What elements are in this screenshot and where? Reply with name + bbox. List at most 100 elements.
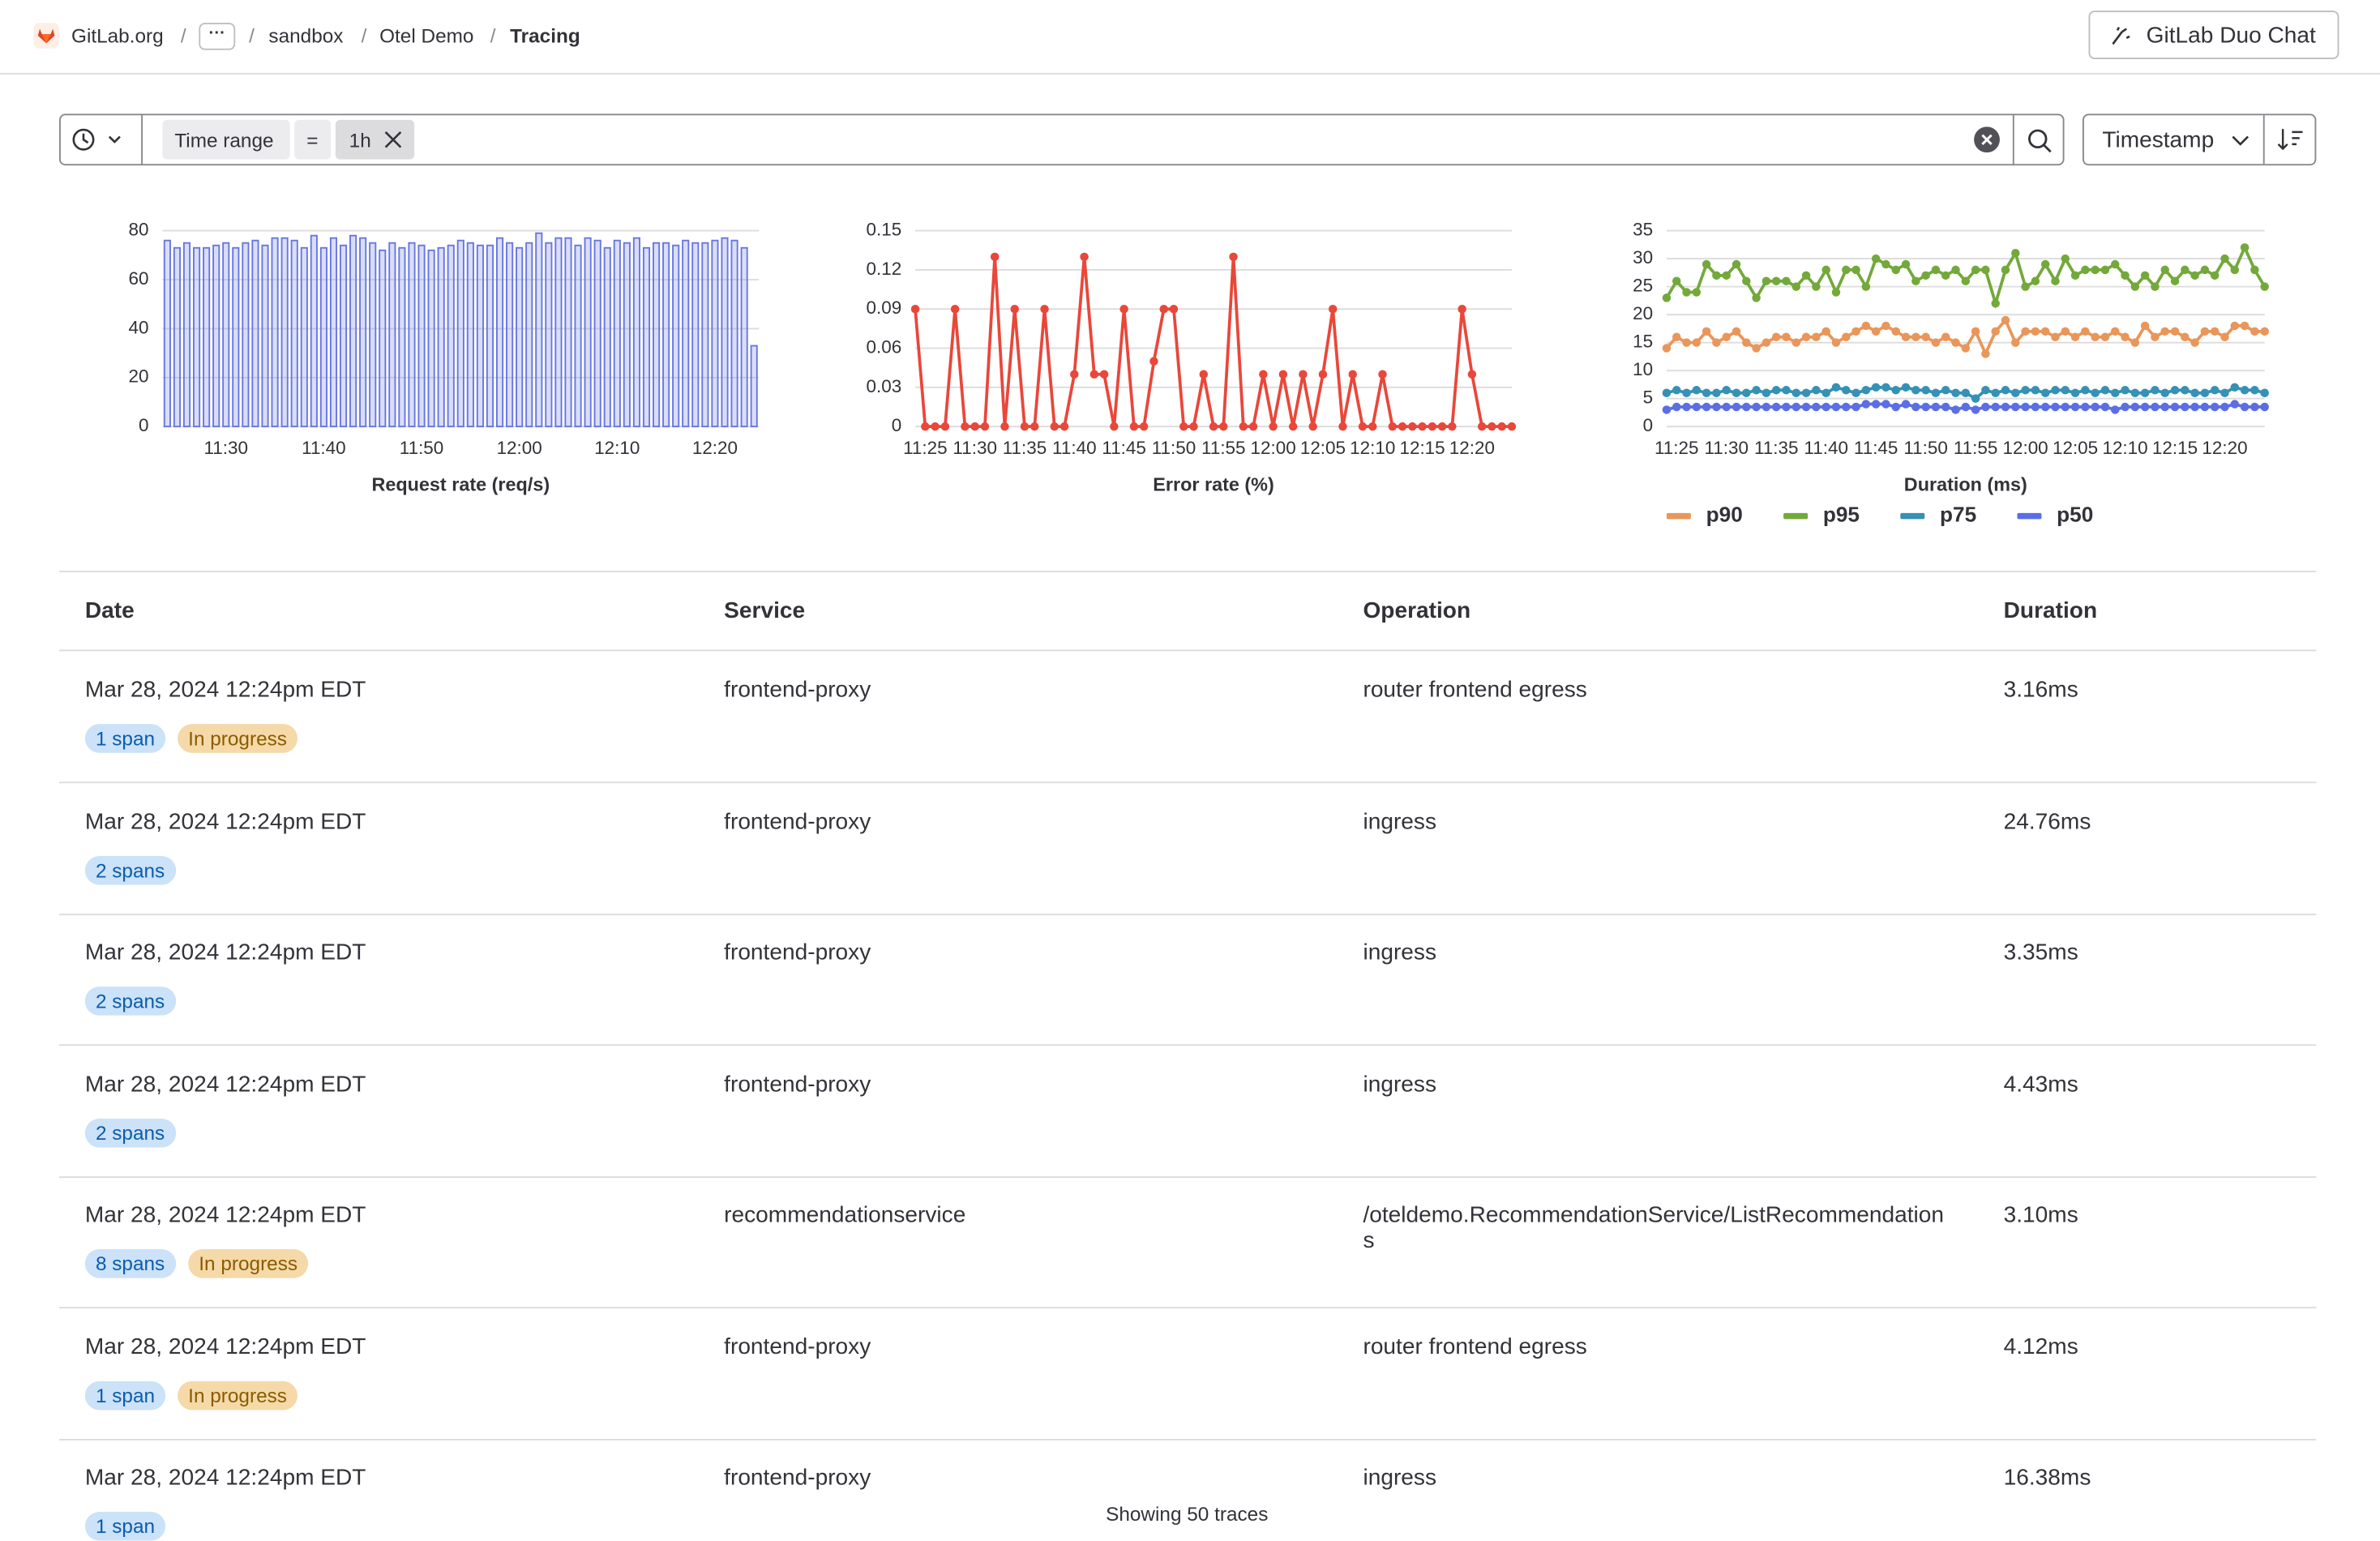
row-border (59, 913, 2317, 915)
point (2151, 282, 2160, 291)
sort-field[interactable]: Timestamp (2102, 127, 2215, 154)
point (2230, 321, 2240, 331)
point (1278, 370, 1288, 379)
cell-service: frontend-proxy (724, 1071, 871, 1097)
bar (261, 244, 269, 428)
y-tick-label: 20 (129, 366, 149, 387)
span-count-badge: 1 span (84, 1380, 166, 1410)
row-border (59, 1438, 2317, 1440)
point (1159, 304, 1168, 314)
separator: / (490, 24, 496, 48)
token-name: Time range (174, 129, 274, 152)
point (1961, 276, 1971, 285)
point (1731, 402, 1741, 412)
bar (525, 242, 533, 428)
point (1199, 370, 1209, 379)
point (1821, 388, 1830, 397)
point (1497, 422, 1506, 431)
y-tick-label: 0.12 (867, 259, 902, 279)
point (1901, 400, 1911, 409)
point (1229, 252, 1238, 262)
x-tick-label: 11:50 (400, 438, 444, 458)
point (2230, 400, 2240, 409)
cell-date[interactable]: Mar 28, 2024 12:24pm EDT (84, 1071, 366, 1097)
point (2070, 388, 2080, 397)
point (1791, 338, 1801, 347)
cell-duration: 3.10ms (2003, 1201, 2078, 1228)
point (1951, 338, 1960, 347)
bar (672, 244, 680, 428)
search-button[interactable] (2027, 127, 2054, 155)
cell-date[interactable]: Mar 28, 2024 12:24pm EDT (84, 940, 366, 965)
status-badge: In progress (188, 1249, 309, 1278)
token-value-box[interactable]: 1h (335, 119, 415, 160)
gitlab-logo[interactable] (33, 23, 60, 49)
token-remove[interactable] (384, 131, 402, 148)
point (2250, 265, 2259, 275)
y-tick-label: 0.09 (867, 297, 902, 318)
bar (427, 249, 435, 428)
bar (613, 239, 621, 428)
bar (310, 234, 318, 428)
point (1991, 299, 2000, 308)
point (2160, 388, 2169, 397)
point (2011, 338, 2020, 347)
point (1881, 383, 1890, 392)
point (1971, 265, 1980, 275)
bar (251, 239, 259, 428)
point (1388, 422, 1398, 431)
point (2121, 271, 2130, 280)
history-button[interactable] (71, 127, 126, 152)
bar (653, 242, 661, 428)
bar (271, 237, 279, 428)
point (1742, 388, 1751, 397)
more-breadcrumbs[interactable]: ··· (199, 23, 236, 50)
point (1782, 386, 1791, 395)
span-count-badge: 1 span (84, 1511, 166, 1541)
point (1437, 422, 1447, 431)
bar (193, 246, 201, 428)
cell-date[interactable]: Mar 28, 2024 12:24pm EDT (84, 677, 366, 703)
sort-direction[interactable] (2277, 127, 2305, 152)
point (2091, 332, 2100, 341)
point (2061, 402, 2070, 412)
cell-date[interactable]: Mar 28, 2024 12:24pm EDT (84, 1464, 366, 1491)
bar (662, 242, 670, 428)
column-header: Duration (2003, 597, 2098, 624)
row-border (59, 781, 2317, 784)
clear-button[interactable] (1973, 126, 2001, 153)
cell-date[interactable]: Mar 28, 2024 12:24pm EDT (84, 1201, 366, 1228)
point (1871, 254, 1881, 263)
chat-button[interactable]: GitLab Duo Chat (2088, 11, 2339, 60)
point (2170, 402, 2180, 412)
row-border (59, 1044, 2317, 1047)
breadcrumb[interactable]: GitLab.org (71, 24, 164, 48)
sort-control[interactable]: Timestamp (2082, 113, 2317, 166)
point (2051, 386, 2060, 395)
point (2210, 327, 2219, 336)
bar (242, 242, 250, 428)
point (2151, 332, 2160, 341)
bar (506, 242, 514, 428)
cell-date[interactable]: Mar 28, 2024 12:24pm EDT (84, 1333, 366, 1359)
cell-operation: router frontend egress (1363, 677, 1587, 703)
point (2070, 332, 2080, 341)
bar (369, 242, 377, 428)
point (2220, 332, 2229, 341)
breadcrumb[interactable]: Otel Demo (379, 24, 474, 48)
point (2001, 265, 2010, 275)
cell-date[interactable]: Mar 28, 2024 12:24pm EDT (84, 808, 366, 834)
point (1941, 386, 1950, 395)
point (1000, 422, 1009, 431)
point (2220, 388, 2229, 397)
x-axis-label: Duration (ms) (1904, 473, 2027, 494)
point (1861, 400, 1871, 409)
y-tick-label: 0.03 (867, 376, 902, 396)
bar (516, 246, 524, 428)
separator: / (361, 24, 367, 48)
filter-bar[interactable] (59, 113, 2065, 166)
breadcrumb[interactable]: sandbox (268, 24, 344, 48)
breadcrumb-current[interactable]: Tracing (510, 24, 580, 48)
point (2111, 259, 2120, 269)
y-tick-label: 0.15 (867, 220, 902, 240)
